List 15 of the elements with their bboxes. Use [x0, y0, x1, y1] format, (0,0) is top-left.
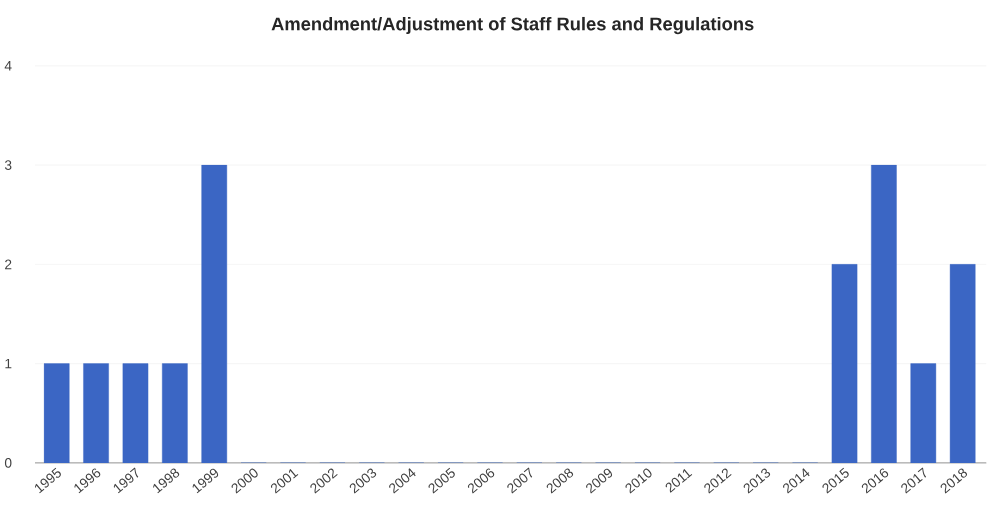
y-tick-label: 3	[4, 160, 12, 170]
bar	[871, 164, 897, 463]
y-tick-label: 1	[5, 358, 12, 369]
y-tick-label: 0	[4, 458, 12, 468]
bar	[910, 363, 937, 463]
bar	[201, 164, 228, 463]
bar	[831, 264, 858, 463]
bar	[949, 264, 976, 463]
y-tick-label: 2	[5, 259, 12, 270]
bar	[122, 363, 149, 463]
bar	[162, 363, 188, 463]
y-tick-label: 4	[4, 61, 12, 71]
bar	[43, 363, 70, 463]
chart-title: Amendment/Adjustment of Staff Rules and Regulations	[271, 16, 754, 35]
bar	[83, 363, 109, 463]
